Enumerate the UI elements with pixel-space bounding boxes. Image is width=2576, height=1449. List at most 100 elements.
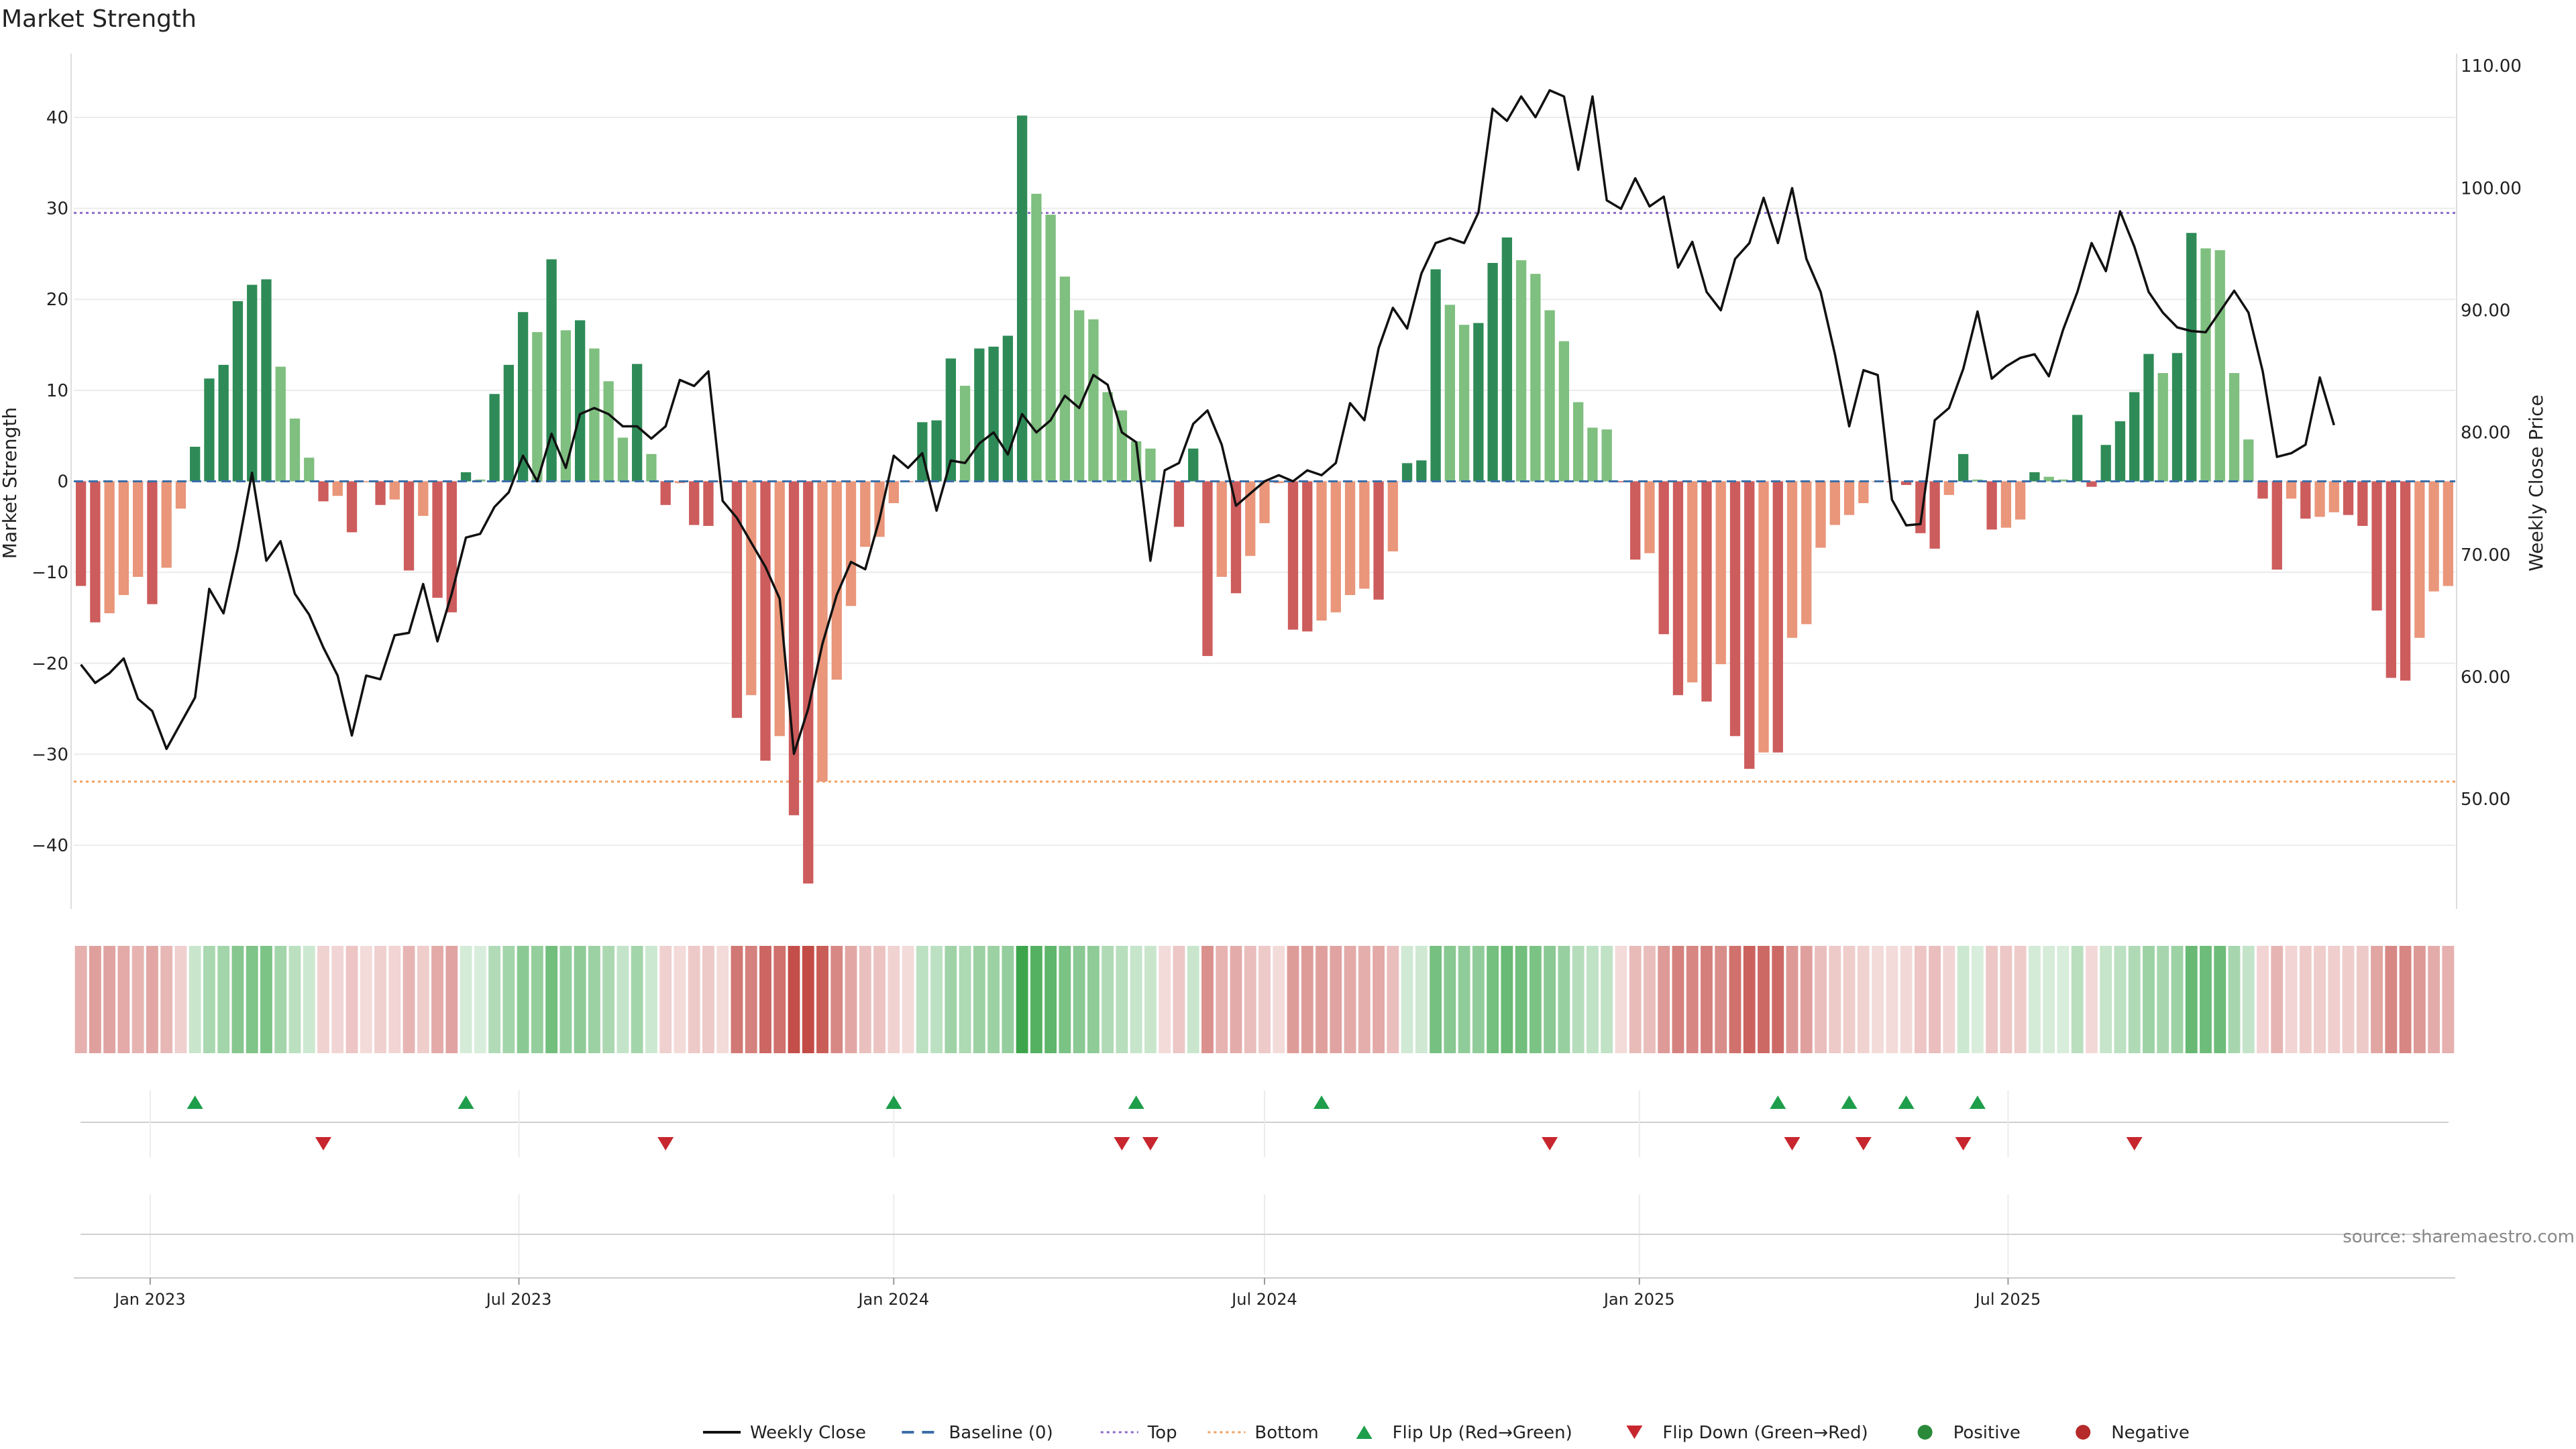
heat-cell bbox=[1515, 946, 1527, 1053]
legend-swatch-dot bbox=[1917, 1425, 1933, 1440]
strength-bar bbox=[1858, 481, 1869, 504]
heat-cell bbox=[374, 946, 386, 1053]
strength-bar bbox=[1843, 481, 1855, 515]
legend-swatch-flip-up bbox=[1356, 1426, 1373, 1439]
heat-cell bbox=[274, 946, 287, 1053]
heat-cell bbox=[2299, 946, 2312, 1053]
strength-bar bbox=[1016, 115, 1028, 482]
strength-bar bbox=[1359, 481, 1370, 589]
strength-bar bbox=[232, 301, 244, 482]
heat-cell bbox=[1800, 946, 1813, 1053]
heat-cell bbox=[2285, 946, 2298, 1053]
heat-cell bbox=[688, 946, 700, 1053]
heat-cell bbox=[2257, 946, 2269, 1053]
heat-cell bbox=[303, 946, 315, 1053]
strength-bar bbox=[403, 481, 415, 571]
heat-cell bbox=[460, 946, 472, 1053]
heat-cell bbox=[1857, 946, 1870, 1053]
heat-cell bbox=[1558, 946, 1570, 1053]
heat-cell bbox=[945, 946, 957, 1053]
heat-cell bbox=[402, 946, 415, 1053]
heat-cell bbox=[545, 946, 558, 1053]
strength-bar bbox=[2129, 392, 2140, 482]
strength-bar bbox=[517, 312, 529, 482]
strength-bar bbox=[959, 386, 971, 482]
heat-cell bbox=[531, 946, 543, 1053]
legend-swatch-flip-down bbox=[1626, 1426, 1643, 1439]
strength-bar bbox=[346, 481, 358, 533]
heat-cell bbox=[873, 946, 885, 1053]
left-tick-label: 10 bbox=[46, 381, 68, 401]
heat-cell bbox=[773, 946, 786, 1053]
strength-bar bbox=[375, 481, 386, 505]
heat-cell bbox=[1102, 946, 1114, 1053]
strength-bar bbox=[1587, 427, 1598, 482]
heat-cell bbox=[488, 946, 501, 1053]
weekly-close-line bbox=[80, 89, 2335, 755]
left-tick-label: −30 bbox=[32, 745, 68, 765]
strength-bar bbox=[1573, 402, 1584, 482]
heat-cell bbox=[1401, 946, 1413, 1053]
x-tick-label: Jan 2025 bbox=[1603, 1290, 1675, 1309]
heat-cell bbox=[1986, 946, 1998, 1053]
strength-bar bbox=[703, 481, 714, 526]
right-tick-label: 60.00 bbox=[2461, 667, 2510, 688]
heat-cell bbox=[1658, 946, 1670, 1053]
strength-bar bbox=[689, 481, 700, 525]
right-axis: 110.00 100.00 90.00 80.00 70.00 60.00 50.00 bbox=[2456, 54, 2522, 909]
strength-bar bbox=[945, 358, 956, 482]
legend-label: Flip Down (Green→Red) bbox=[1662, 1423, 1868, 1443]
strength-bar bbox=[1173, 481, 1185, 527]
strength-bar bbox=[717, 481, 728, 482]
legend-label: Top bbox=[1147, 1423, 1177, 1443]
heat-cell bbox=[1529, 946, 1542, 1053]
heat-cell bbox=[2000, 946, 2012, 1053]
heat-cell bbox=[2100, 946, 2112, 1053]
strength-bar bbox=[2114, 421, 2126, 482]
heat-cell bbox=[331, 946, 344, 1053]
heat-cell bbox=[1387, 946, 1399, 1053]
heat-cell bbox=[1287, 946, 1299, 1053]
strength-bar bbox=[204, 378, 215, 482]
strength-bar bbox=[2157, 373, 2168, 482]
strength-bar bbox=[2257, 481, 2268, 499]
flip-down-marker bbox=[1542, 1137, 1558, 1150]
heat-cell bbox=[1943, 946, 1955, 1053]
strength-bar bbox=[1444, 305, 1455, 482]
strength-bar bbox=[974, 348, 985, 482]
strength-bar bbox=[931, 420, 942, 482]
strength-bar bbox=[660, 481, 671, 505]
strength-bar bbox=[2400, 481, 2411, 681]
heat-cell bbox=[1644, 946, 1656, 1053]
strength-bar bbox=[1045, 215, 1056, 482]
strength-bar bbox=[874, 481, 885, 537]
right-axis-label: Weekly Close Price bbox=[2525, 394, 2547, 571]
heat-cell bbox=[616, 946, 629, 1053]
strength-bar bbox=[1672, 481, 1684, 696]
left-tick-label: 20 bbox=[46, 290, 68, 310]
strength-bar bbox=[1601, 429, 1612, 482]
heat-cell bbox=[1501, 946, 1513, 1053]
strength-bar bbox=[817, 481, 828, 782]
heat-cell bbox=[1544, 946, 1556, 1053]
heat-cell bbox=[1729, 946, 1741, 1053]
flip-up-marker bbox=[1313, 1095, 1330, 1109]
strength-bar bbox=[2000, 481, 2012, 528]
left-tick-label: −40 bbox=[32, 836, 68, 856]
strength-bar bbox=[1986, 481, 1997, 530]
x-tick-label: Jan 2024 bbox=[857, 1290, 929, 1309]
strength-bar bbox=[1501, 237, 1513, 482]
heat-cell bbox=[2314, 946, 2326, 1053]
heat-cell bbox=[1914, 946, 1927, 1053]
strength-bar bbox=[361, 481, 372, 482]
heat-cell bbox=[1672, 946, 1684, 1053]
strength-bar bbox=[532, 332, 543, 482]
empty-marker-panel bbox=[80, 1194, 2449, 1275]
heat-cell bbox=[1415, 946, 1428, 1053]
x-tick-label: Jul 2025 bbox=[1974, 1290, 2041, 1309]
heat-cell bbox=[1230, 946, 1242, 1053]
source-note: source: sharemaestro.com bbox=[2343, 1227, 2575, 1247]
strength-bar bbox=[1687, 481, 1698, 683]
heat-cell bbox=[1002, 946, 1014, 1053]
